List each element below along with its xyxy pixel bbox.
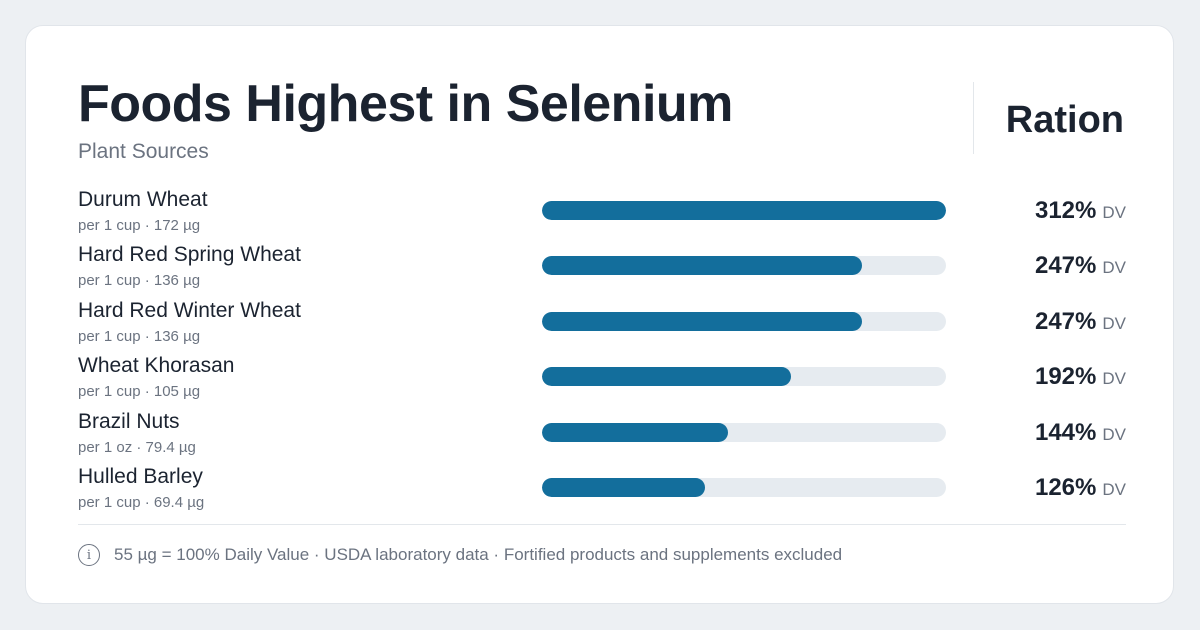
bar (542, 201, 946, 220)
value-label: 192% DV (1035, 363, 1126, 391)
percent-value: 312% (1034, 197, 1097, 224)
percent-value: 247% (1034, 252, 1097, 280)
table-row: Hard Red Winter Wheat per 1 cup · 136 µg 2… (78, 295, 1126, 350)
chart-card: Foods Highest in Selenium Plant Sources … (25, 25, 1174, 604)
serving-info: per 1 cup · 136 µg (78, 327, 201, 345)
serving-info: per 1 cup · 172 µg (78, 217, 201, 234)
value-label: 312% DV (1035, 197, 1126, 225)
table-row: Durum Wheat per 1 cup · 172 µg 312% DV (78, 184, 1126, 239)
bar-track (542, 477, 946, 497)
chart-title: Foods Highest in Selenium (78, 75, 733, 133)
bar (542, 256, 862, 276)
food-name: Brazil Nuts (78, 409, 180, 433)
value-label: 247% DV (1035, 308, 1126, 336)
food-name: Hard Red Spring Wheat (78, 243, 301, 267)
chart-subtitle: Plant Sources (78, 140, 209, 163)
bar (542, 477, 706, 497)
header-divider (973, 82, 974, 154)
percent-value: 192% (1034, 363, 1097, 391)
table-row: Hulled Barley per 1 cup · 69.4 µg 126% DV (78, 461, 1126, 516)
serving-info: per 1 cup · 105 µg (78, 383, 201, 401)
food-name: Wheat Khorasan (78, 354, 235, 378)
food-name: Hard Red Winter Wheat (78, 298, 301, 322)
serving-info: per 1 cup · 136 µg (78, 272, 201, 290)
bar-rows: Durum Wheat per 1 cup · 172 µg 312% DV Hard … (78, 184, 1126, 516)
percent-value: 126% (1034, 473, 1097, 501)
value-label: 247% DV (1035, 252, 1126, 280)
serving-info: per 1 oz · 79.4 µg (78, 438, 196, 456)
bar-track (542, 367, 946, 387)
bar-track (542, 256, 946, 276)
serving-info: per 1 cup · 69.4 µg (78, 493, 205, 511)
footer-text: 55 µg = 100% Daily Value · USDA laborato… (114, 545, 843, 564)
bar (542, 367, 791, 387)
food-name: Hulled Barley (78, 464, 203, 488)
bar (542, 422, 729, 442)
dv-unit: DV (1102, 424, 1126, 444)
table-row: Wheat Khorasan per 1 cup · 105 µg 192% DV (78, 350, 1126, 405)
bar-track (542, 201, 946, 220)
value-label: 126% DV (1035, 474, 1126, 502)
value-label: 144% DV (1035, 419, 1126, 447)
footer-note: i 55 µg = 100% Daily Value · USDA labora… (78, 544, 842, 566)
percent-value: 247% (1034, 307, 1097, 335)
footer-divider (78, 524, 1126, 525)
percent-value: 144% (1034, 418, 1097, 446)
info-icon: i (78, 544, 100, 566)
dv-unit: DV (1102, 313, 1126, 333)
bar-track (542, 422, 946, 442)
dv-unit: DV (1102, 479, 1126, 499)
dv-unit: DV (1102, 369, 1126, 389)
bar-track (542, 311, 946, 331)
table-row: Brazil Nuts per 1 oz · 79.4 µg 144% DV (78, 406, 1126, 461)
dv-unit: DV (1102, 258, 1126, 278)
table-row: Hard Red Spring Wheat per 1 cup · 136 µg 2… (78, 239, 1126, 294)
food-name: Durum Wheat (78, 188, 208, 211)
brand-logo-text: Ration (1005, 99, 1124, 141)
dv-unit: DV (1102, 203, 1126, 222)
bar (542, 311, 862, 331)
